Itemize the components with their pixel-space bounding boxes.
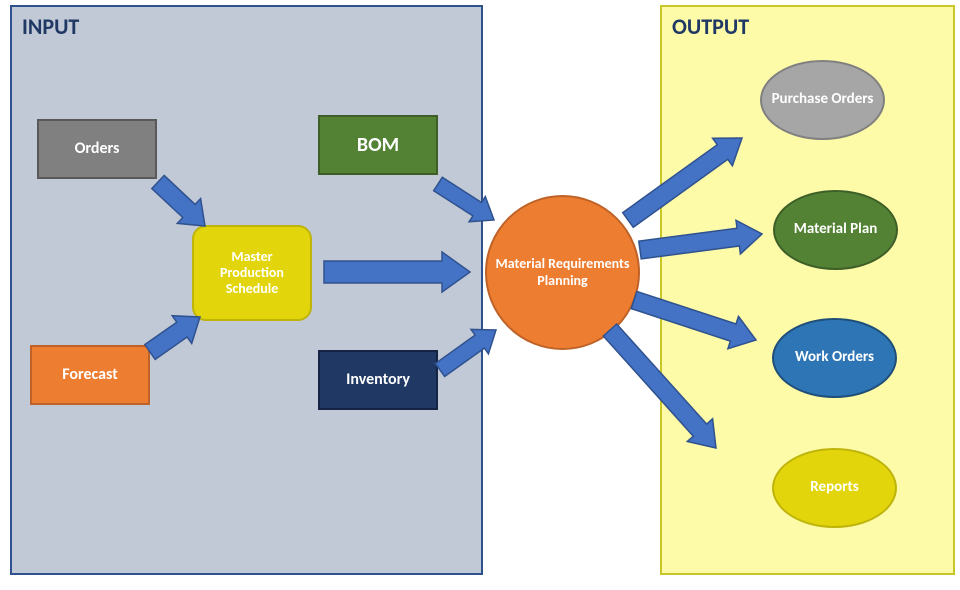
output-panel-title: OUTPUT [672, 13, 749, 40]
node-work-orders: Work Orders [772, 318, 897, 398]
node-bom-label: BOM [357, 134, 399, 157]
node-work-orders-label: Work Orders [795, 349, 874, 366]
input-panel-title: INPUT [22, 13, 79, 40]
diagram-stage: { "canvas": { "width": 960, "height": 59… [0, 0, 960, 590]
node-reports: Reports [772, 448, 897, 528]
node-material-plan-label: Material Plan [794, 221, 878, 238]
node-inventory: Inventory [318, 350, 438, 410]
node-orders-label: Orders [75, 140, 120, 158]
node-inventory-label: Inventory [346, 371, 410, 389]
node-purchase-orders: Purchase Orders [760, 60, 885, 140]
node-mps-label: Master Production Schedule [198, 249, 306, 297]
node-mrp: Material Requirements Planning [485, 195, 640, 350]
node-orders: Orders [37, 119, 157, 179]
node-mps: Master Production Schedule [192, 225, 312, 321]
node-material-plan: Material Plan [773, 190, 898, 270]
node-forecast: Forecast [30, 345, 150, 405]
node-mrp-label: Material Requirements Planning [491, 256, 634, 288]
node-forecast-label: Forecast [62, 366, 118, 384]
node-bom: BOM [318, 115, 438, 175]
node-reports-label: Reports [810, 479, 858, 496]
node-purchase-orders-label: Purchase Orders [772, 91, 874, 108]
